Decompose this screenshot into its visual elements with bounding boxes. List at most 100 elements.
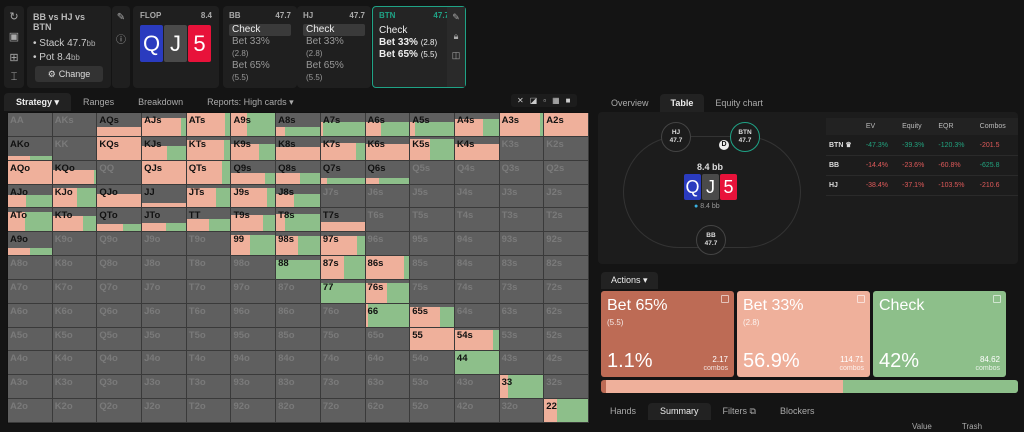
compare-icon[interactable]: ◫ [451,50,461,60]
hand-cell[interactable]: QQ [97,160,143,185]
hand-cell[interactable]: A7s [320,113,366,137]
grid-icon[interactable]: ▦ [552,96,560,105]
hand-cell[interactable]: 97s [320,232,366,257]
tab-strategy[interactable]: Strategy ▾ [4,93,72,111]
hand-cell[interactable]: 98o [231,256,277,280]
expand-icon[interactable] [857,295,865,303]
hand-cell[interactable]: K4s [454,136,500,161]
hand-cell[interactable]: J2s [544,184,589,209]
hand-cell[interactable]: 65o [365,327,411,352]
hand-cell[interactable]: 74s [454,279,500,304]
hand-cell[interactable]: 92o [231,399,277,423]
hand-cell[interactable]: A9o [8,232,53,257]
player-bb[interactable]: BB 47.7 Check Bet 33% (2.8) Bet 65% (5.5) [223,6,297,88]
hand-cell[interactable]: KQs [97,136,143,161]
hand-cell[interactable]: A6s [365,113,411,137]
hand-cell[interactable]: QJo [97,184,143,209]
hand-cell[interactable]: 82o [276,399,321,423]
expand-icon[interactable] [993,295,1001,303]
hand-cell[interactable]: K7o [52,279,98,304]
hand-cell[interactable]: ATo [8,208,53,233]
hand-cell[interactable]: 76o [320,303,366,328]
lock-icon[interactable]: 🔒︎ [453,31,459,41]
hand-cell[interactable]: AKo [8,136,53,161]
action-bet65[interactable]: Bet 65% (5.5) [379,49,438,60]
hand-cell[interactable]: A5s [410,113,455,137]
action-card[interactable]: Check 42% 84.62 combos [873,291,1006,377]
hand-cell[interactable]: 32s [544,375,589,400]
tab-overview[interactable]: Overview [611,98,649,108]
hand-cell[interactable]: Q9o [97,232,143,257]
hand-cell[interactable]: K7s [320,136,366,161]
hand-cell[interactable]: J5o [142,327,187,352]
hand-cell[interactable]: J7s [320,184,366,209]
action-check[interactable]: Check [303,24,365,36]
hand-cell[interactable]: J9o [142,232,187,257]
tab-filters[interactable]: Filters ⧉ [722,406,756,416]
expand-icon[interactable] [721,295,729,303]
hand-cell[interactable]: A6o [8,303,53,328]
hand-cell[interactable]: 84o [276,351,321,376]
hand-cell[interactable]: 65s [410,303,455,328]
hand-cell[interactable]: 75s [410,279,455,304]
hand-cell[interactable]: JJ [142,184,187,209]
hand-cell[interactable]: T2s [544,208,589,233]
hand-cell[interactable]: 54s [454,327,500,352]
hand-cell[interactable]: 97o [231,279,277,304]
hand-cell[interactable]: J6o [142,303,187,328]
hand-cell[interactable]: Q8o [97,256,143,280]
action-card[interactable]: Bet 33% (2.8) 56.9% 114.71 combos [737,291,870,377]
hand-cell[interactable]: 95s [410,232,455,257]
hand-cell[interactable]: A3o [8,375,53,400]
hand-cell[interactable]: 82s [544,256,589,280]
tab-summary[interactable]: Summary [648,403,711,420]
tab-equity-chart[interactable]: Equity chart [715,98,763,108]
tab-hands[interactable]: Hands [610,406,637,416]
collapse-icon[interactable]: ✕ [517,96,524,105]
hand-cell[interactable]: 93s [499,232,545,257]
action-bet33[interactable]: Bet 33% (2.8) [232,36,270,58]
hand-cell[interactable]: K5s [410,136,455,161]
hand-cell[interactable]: 43o [454,375,500,400]
pencil-icon[interactable]: ✎ [116,12,126,23]
hand-cell[interactable]: Q7o [97,279,143,304]
hand-cell[interactable]: Q3s [499,160,545,185]
hand-cell[interactable]: Q5o [97,327,143,352]
hand-cell[interactable]: J9s [231,184,277,209]
hand-cell[interactable]: T7s [320,208,366,233]
hand-cell[interactable]: 94s [454,232,500,257]
hand-cell[interactable]: 77 [320,279,366,304]
hand-cell[interactable]: J8o [142,256,187,280]
full-square-icon[interactable]: ■ [565,96,571,105]
hand-cell[interactable]: Q2o [97,399,143,423]
hand-cell[interactable]: ATs [186,113,232,137]
hand-cell[interactable]: 96s [365,232,411,257]
hand-cell[interactable]: J8s [276,184,321,209]
hand-cell[interactable]: Q6o [97,303,143,328]
hand-cell[interactable]: K4o [52,351,98,376]
hand-cell[interactable]: T8s [276,208,321,233]
hand-cell[interactable]: 42o [454,399,500,423]
hand-cell[interactable]: A9s [231,113,277,137]
hand-cell[interactable]: K6s [365,136,411,161]
hand-cell[interactable]: A2o [8,399,53,423]
hand-cell[interactable]: 83s [499,256,545,280]
hand-cell[interactable]: 42s [544,351,589,376]
hand-cell[interactable]: Q6s [365,160,411,185]
hand-cell[interactable]: K5o [52,327,98,352]
hand-cell[interactable]: T4s [454,208,500,233]
hand-cell[interactable]: K6o [52,303,98,328]
hand-cell[interactable]: K3s [499,136,545,161]
hand-cell[interactable]: J5s [410,184,455,209]
hand-cell[interactable]: T9s [231,208,277,233]
hand-cell[interactable]: QTo [97,208,143,233]
hand-cell[interactable]: 83o [276,375,321,400]
hand-cell[interactable]: KTs [186,136,232,161]
hand-cell[interactable]: 43s [499,351,545,376]
hand-cell[interactable]: T6s [365,208,411,233]
action-bet33[interactable]: Bet 33% (2.8) [306,36,344,58]
hand-cell[interactable]: T4o [186,351,232,376]
hand-cell[interactable]: KK [52,136,98,161]
hand-cell[interactable]: 73s [499,279,545,304]
hand-cell[interactable]: J7o [142,279,187,304]
